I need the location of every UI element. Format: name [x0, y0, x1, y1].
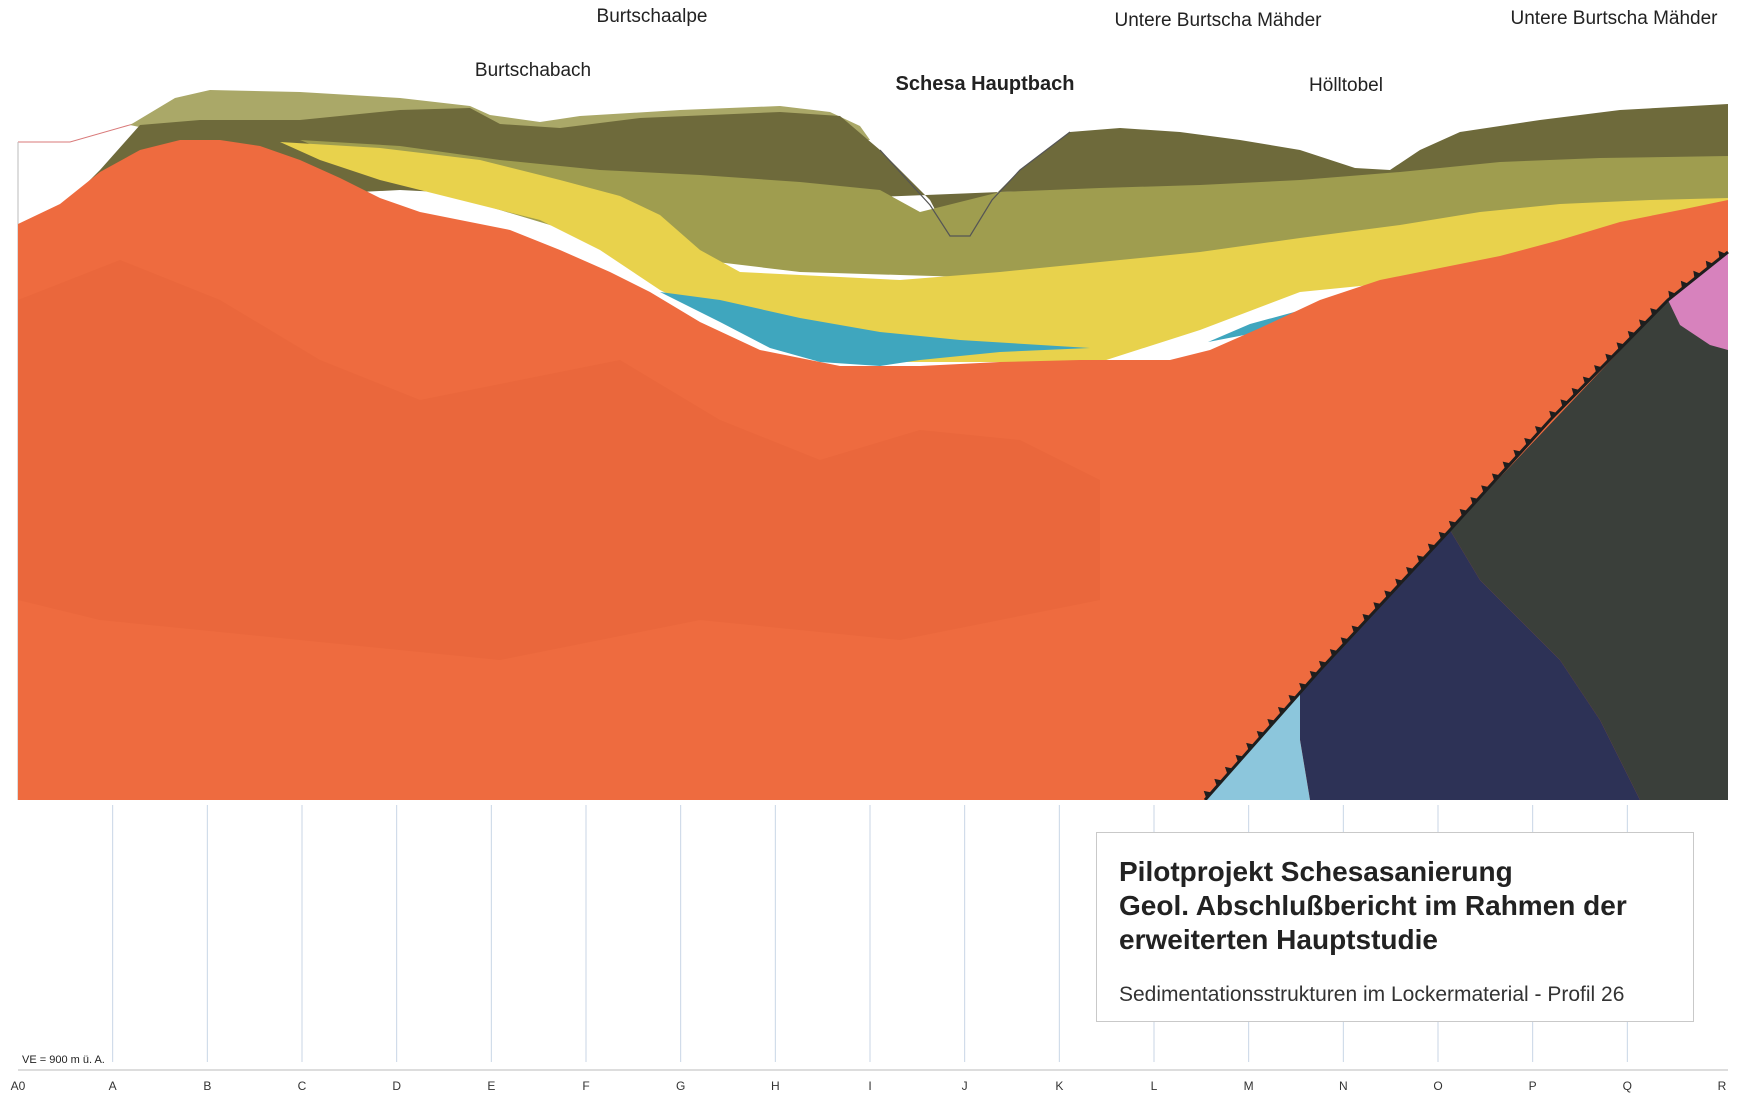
fault-tooth — [1438, 531, 1447, 540]
tick-label-o: O — [1433, 1079, 1442, 1093]
thrust-fault-line — [1203, 250, 1729, 801]
orange-shade — [18, 260, 1100, 660]
title-line-3: erweiterten Hauptstudie — [1119, 924, 1438, 955]
fault-tooth — [1224, 766, 1233, 775]
dark-gray-block — [1450, 252, 1728, 800]
fault-tooth — [1373, 602, 1382, 610]
pink-block — [1668, 252, 1728, 350]
fault-tooth — [1246, 742, 1255, 751]
label-untere-burtscha-maehder-2: Untere Burtscha Mähder — [1511, 8, 1719, 29]
fault-tooth — [1299, 683, 1308, 691]
label-untere-burtscha-maehder-1: Untere Burtscha Mähder — [1115, 10, 1323, 31]
title-line-2: Geol. Abschlußbericht im Rahmen der — [1119, 890, 1627, 921]
title-subtitle: Sedimentationsstrukturen im Lockermateri… — [1119, 983, 1625, 1006]
fault-tooth — [1384, 590, 1393, 599]
fault-tooth — [1416, 555, 1425, 564]
fault-tooth — [1459, 509, 1468, 517]
navy-block — [1300, 530, 1640, 800]
tick-label-a0: A0 — [11, 1079, 26, 1093]
fault-tooth — [1718, 250, 1726, 259]
fault-tooth — [1668, 290, 1676, 299]
fault-tooth — [1351, 625, 1360, 634]
tick-label-j: J — [962, 1079, 968, 1093]
fault-tooth — [1534, 426, 1543, 434]
fault-tooth — [1329, 649, 1338, 657]
olive-dark-layer — [60, 104, 1728, 238]
fault-tooth — [1502, 461, 1511, 470]
fault-tooth — [1362, 613, 1371, 622]
fault-tooth — [1513, 449, 1522, 458]
fault-tooth — [1406, 567, 1414, 575]
tick-label-k: K — [1055, 1079, 1063, 1093]
tick-label-i: I — [868, 1079, 871, 1093]
label-burtschaalpe: Burtschaalpe — [597, 6, 708, 27]
fault-tooth — [1256, 730, 1265, 739]
cyan-lens-left — [660, 292, 1090, 366]
fault-tooth — [1680, 280, 1689, 289]
fault-tooth — [1203, 790, 1212, 799]
tick-label-g: G — [676, 1079, 685, 1093]
tick-label-l: L — [1151, 1079, 1158, 1093]
fault-tooth — [1309, 671, 1318, 679]
tick-label-h: H — [771, 1079, 780, 1093]
fault-tooth — [1340, 637, 1349, 646]
fault-tooth — [1638, 319, 1647, 328]
thrust-fault-teeth — [1203, 250, 1726, 799]
tick-label-c: C — [298, 1079, 307, 1093]
label-hoelltobel: Hölltobel — [1309, 75, 1383, 96]
tick-label-a: A — [109, 1079, 117, 1093]
fault-tooth — [1571, 387, 1580, 396]
label-schesa-hauptbach: Schesa Hauptbach — [896, 73, 1075, 95]
fault-tooth — [1267, 718, 1276, 727]
fault-tooth — [1560, 399, 1569, 408]
tick-label-q: Q — [1623, 1079, 1632, 1093]
fault-tooth — [1448, 520, 1457, 529]
tick-label-n: N — [1339, 1079, 1348, 1093]
fault-tooth — [1288, 694, 1297, 703]
scale-note: VE = 900 m ü. A. — [22, 1054, 105, 1066]
tick-label-e: E — [487, 1079, 495, 1093]
fault-tooth — [1549, 410, 1558, 419]
label-burtschabach: Burtschabach — [475, 60, 591, 81]
fault-tooth — [1427, 543, 1436, 552]
title-line-1: Pilotprojekt Schesasanierung — [1119, 856, 1513, 887]
fault-tooth — [1235, 754, 1244, 763]
fault-tooth — [1214, 778, 1223, 787]
fault-tooth — [1693, 270, 1701, 279]
fault-tooth — [1582, 376, 1591, 385]
fault-tooth — [1481, 485, 1490, 494]
fault-tooth — [1594, 365, 1602, 373]
fault-tooth — [1395, 578, 1404, 587]
fault-tooth — [1470, 497, 1479, 505]
fault-tooth — [1705, 260, 1714, 269]
tick-label-m: M — [1244, 1079, 1254, 1093]
tick-label-f: F — [582, 1079, 589, 1093]
yellow-layer — [280, 142, 1728, 362]
fault-tooth — [1650, 308, 1658, 316]
fault-tooth — [1524, 437, 1533, 446]
fault-tooth — [1616, 342, 1625, 351]
tick-label-b: B — [203, 1079, 211, 1093]
valley-outline — [879, 131, 1071, 237]
tick-label-r: R — [1718, 1079, 1727, 1093]
fault-tooth — [1605, 353, 1614, 362]
fault-tooth — [1277, 706, 1286, 715]
title-box: Pilotprojekt Schesasanierung Geol. Absch… — [1096, 832, 1694, 1022]
fault-tooth — [1627, 330, 1636, 339]
tick-label-p: P — [1529, 1079, 1537, 1093]
fault-tooth — [1318, 660, 1327, 669]
tick-label-d: D — [392, 1079, 401, 1093]
orange-body — [18, 140, 1728, 800]
tick-labels: A0 A B C D E F G H I J K L M N O P Q R — [11, 1079, 1727, 1093]
fault-tooth — [1491, 473, 1500, 482]
